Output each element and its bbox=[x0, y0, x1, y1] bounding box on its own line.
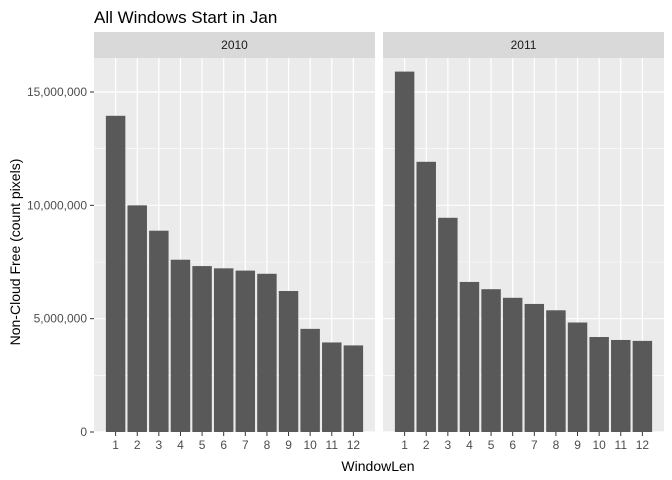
y-tick-label: 10,000,000 bbox=[27, 198, 87, 212]
bar-2011-10 bbox=[589, 337, 609, 432]
facet-strip bbox=[383, 32, 664, 58]
x-axis-title: WindowLen bbox=[341, 458, 414, 474]
bar-2011-2 bbox=[416, 161, 436, 432]
bar-2011-9 bbox=[567, 322, 588, 432]
bar-2010-8 bbox=[257, 273, 277, 432]
x-tick-label: 9 bbox=[574, 438, 581, 452]
x-tick-label: 7 bbox=[531, 438, 538, 452]
x-tick-label: 4 bbox=[177, 438, 184, 452]
x-tick-label: 7 bbox=[242, 438, 249, 452]
bar-2010-4 bbox=[170, 259, 191, 432]
x-tick-label: 5 bbox=[199, 438, 206, 452]
x-tick-label: 1 bbox=[401, 438, 408, 452]
x-tick-label: 1 bbox=[112, 438, 119, 452]
facet-panel-2011: 2011 bbox=[383, 32, 664, 433]
facet-panels: 2010 2011 bbox=[94, 32, 664, 433]
facet-strip-label: 2011 bbox=[511, 38, 537, 52]
bar-2011-3 bbox=[438, 217, 458, 432]
y-axis-title: Non-Cloud Free (count pixels) bbox=[7, 159, 23, 346]
bar-2011-12 bbox=[632, 340, 653, 432]
x-tick-label: 4 bbox=[466, 438, 473, 452]
x-tick-label: 10 bbox=[303, 438, 317, 452]
x-axis: 1 2 3 4 5 6 7 8 9 10 11 12 1 2 3 4 5 6 7 8 9 10 11 12 bbox=[112, 432, 649, 452]
x-tick-label: 12 bbox=[347, 438, 361, 452]
facet-panel-2010: 2010 bbox=[94, 32, 375, 433]
x-tick-label: 12 bbox=[636, 438, 650, 452]
bar-2011-1 bbox=[394, 71, 415, 432]
bar-2011-7 bbox=[524, 303, 545, 432]
x-tick-label: 8 bbox=[264, 438, 271, 452]
y-tick-label: 5,000,000 bbox=[34, 312, 88, 326]
bar-2010-2 bbox=[127, 205, 147, 432]
y-tick-label: 0 bbox=[80, 425, 87, 439]
bar-2011-8 bbox=[546, 310, 566, 432]
x-tick-label: 11 bbox=[326, 438, 339, 452]
y-axis: 0 5,000,000 10,000,000 15,000,000 bbox=[27, 85, 94, 439]
x-tick-label: 2 bbox=[134, 438, 141, 452]
bar-2010-6 bbox=[213, 268, 234, 432]
bar-2010-9 bbox=[278, 291, 299, 432]
y-tick-label: 15,000,000 bbox=[27, 85, 87, 99]
bar-2011-5 bbox=[481, 289, 501, 432]
bar-2011-11 bbox=[611, 339, 631, 432]
x-tick-label: 2 bbox=[423, 438, 430, 452]
facet-strip-label: 2010 bbox=[221, 38, 248, 52]
chart-title: All Windows Start in Jan bbox=[94, 8, 277, 27]
x-tick-label: 3 bbox=[445, 438, 452, 452]
x-tick-label: 11 bbox=[615, 438, 628, 452]
bar-2010-12 bbox=[343, 345, 364, 432]
bar-2010-5 bbox=[192, 266, 212, 432]
bar-2010-3 bbox=[149, 230, 169, 432]
bar-2011-6 bbox=[502, 297, 523, 432]
x-tick-label: 9 bbox=[285, 438, 292, 452]
x-tick-label: 3 bbox=[156, 438, 163, 452]
x-tick-label: 6 bbox=[509, 438, 516, 452]
bar-2011-4 bbox=[459, 281, 480, 432]
bar-2010-7 bbox=[235, 270, 256, 432]
bar-2010-11 bbox=[322, 342, 342, 432]
bar-2010-1 bbox=[105, 115, 126, 433]
bar-2010-10 bbox=[300, 328, 320, 432]
x-tick-label: 10 bbox=[592, 438, 606, 452]
facet-strip bbox=[94, 32, 375, 58]
x-tick-label: 6 bbox=[220, 438, 227, 452]
x-tick-label: 8 bbox=[553, 438, 560, 452]
x-tick-label: 5 bbox=[488, 438, 495, 452]
